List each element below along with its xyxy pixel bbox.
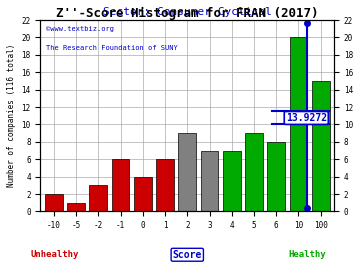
Text: Unhealthy: Unhealthy bbox=[31, 250, 79, 259]
Bar bbox=[45, 194, 63, 211]
Bar bbox=[312, 81, 330, 211]
Text: Sector: Consumer Cyclical: Sector: Consumer Cyclical bbox=[103, 7, 272, 17]
Text: Score: Score bbox=[172, 250, 202, 260]
Bar bbox=[67, 203, 85, 211]
Bar bbox=[245, 133, 263, 211]
Text: Healthy: Healthy bbox=[289, 250, 327, 259]
Bar bbox=[289, 38, 307, 211]
Bar bbox=[156, 159, 174, 211]
Y-axis label: Number of companies (116 total): Number of companies (116 total) bbox=[7, 44, 16, 187]
Bar bbox=[112, 159, 130, 211]
Bar bbox=[89, 185, 107, 211]
Title: Z''-Score Histogram for FRAN (2017): Z''-Score Histogram for FRAN (2017) bbox=[56, 7, 319, 20]
Bar bbox=[201, 151, 219, 211]
Text: The Research Foundation of SUNY: The Research Foundation of SUNY bbox=[46, 45, 178, 51]
Bar bbox=[134, 177, 152, 211]
Bar bbox=[223, 151, 241, 211]
Bar bbox=[179, 133, 196, 211]
Bar bbox=[267, 142, 285, 211]
Text: ©www.textbiz.org: ©www.textbiz.org bbox=[46, 26, 114, 32]
Text: 13.9272: 13.9272 bbox=[286, 113, 327, 123]
